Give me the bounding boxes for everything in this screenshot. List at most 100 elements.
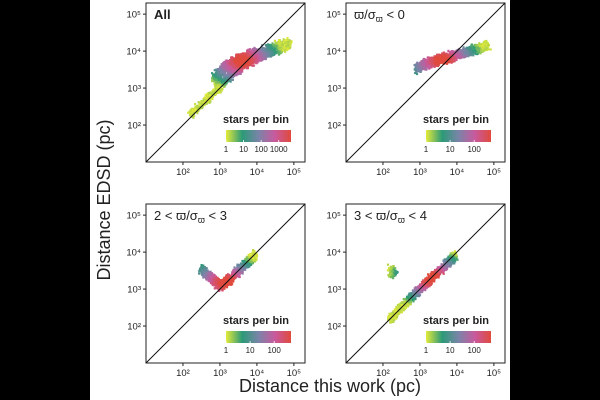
density-bin [256, 54, 259, 58]
density-bin [218, 78, 221, 81]
density-bin [281, 48, 285, 51]
density-bin [460, 52, 463, 55]
density-bin [279, 42, 282, 46]
density-bin [241, 57, 244, 60]
density-bin [247, 63, 250, 66]
density-bin [489, 48, 492, 51]
density-bin [240, 56, 243, 59]
density-bin [486, 48, 489, 51]
density-bin [206, 101, 209, 104]
density-bin [470, 44, 473, 47]
density-bin [273, 49, 276, 52]
density-bin [221, 73, 224, 76]
density-bin [452, 50, 455, 53]
density-bin [193, 110, 196, 114]
density-bin [223, 276, 226, 279]
density-bin [470, 43, 473, 46]
density-bin [228, 75, 232, 78]
density-bin [240, 61, 243, 64]
density-bin [430, 57, 433, 61]
density-bin [445, 58, 448, 61]
x-tick-label: 10⁵ [287, 167, 302, 178]
colorbar [226, 130, 291, 142]
density-bin [453, 60, 456, 63]
density-bin [253, 57, 256, 60]
density-bin [222, 80, 225, 83]
density-bin [444, 52, 447, 55]
density-bin [469, 50, 472, 53]
density-bin [486, 42, 489, 45]
density-bin [280, 50, 283, 53]
colorbar-tick-label: 10 [446, 145, 455, 154]
density-bin [263, 49, 266, 52]
density-bin [449, 60, 453, 63]
density-bin [193, 114, 196, 117]
density-bin [266, 53, 270, 56]
density-bin [436, 53, 439, 56]
density-bin [234, 69, 237, 72]
density-bin [260, 49, 263, 52]
density-bin [415, 72, 419, 76]
density-bin [458, 53, 461, 56]
x-tick-label: 10⁵ [487, 167, 502, 178]
density-bin [289, 43, 292, 46]
density-bin [471, 48, 474, 51]
density-bin [415, 66, 418, 69]
density-bin [211, 97, 214, 100]
density-bin [427, 61, 430, 64]
density-bin [217, 68, 220, 71]
density-bin [255, 58, 258, 61]
density-bin [460, 49, 463, 52]
density-bin [257, 49, 260, 52]
density-bin [215, 72, 218, 75]
density-bin [220, 83, 223, 87]
density-bin [442, 60, 446, 63]
density-bin [424, 60, 428, 63]
y-tick-label: 10³ [127, 84, 141, 95]
colorbar-title: stars per bin [223, 114, 289, 126]
density-bin [245, 53, 248, 56]
density-bin [462, 53, 465, 56]
density-bin [459, 56, 462, 60]
density-bin [479, 52, 482, 55]
density-bin [278, 42, 281, 45]
density-bin [439, 59, 442, 62]
density-bin [239, 58, 242, 61]
density-bin [482, 40, 485, 43]
density-bin [229, 80, 232, 83]
density-bin [233, 59, 236, 62]
density-bin [234, 68, 237, 71]
y-tick-label: 10⁴ [126, 47, 141, 58]
density-bin [230, 56, 234, 59]
density-bin [453, 55, 456, 58]
density-bin [222, 71, 225, 74]
density-bin [261, 59, 264, 62]
density-bin [268, 55, 271, 58]
identity-line [345, 2, 506, 163]
density-bin [455, 58, 458, 62]
density-bin [223, 61, 226, 65]
density-bin [194, 105, 197, 109]
density-bin [191, 115, 194, 118]
density-bin [220, 71, 223, 74]
density-bin [443, 57, 446, 60]
density-bin [235, 74, 238, 77]
density-bin [250, 49, 253, 52]
density-bin [430, 60, 433, 63]
density-bin [227, 60, 230, 63]
density-bin [217, 78, 220, 81]
density-bin [209, 94, 212, 98]
density-bin [286, 39, 289, 42]
density-bin [201, 105, 204, 108]
density-bin [422, 66, 425, 69]
density-bin [253, 51, 256, 54]
density-bin [191, 109, 195, 112]
density-bin [226, 71, 229, 74]
density-bin [440, 60, 443, 63]
density-bin [212, 88, 215, 91]
density-bin [266, 51, 269, 54]
density-bin [220, 80, 223, 83]
density-bin [246, 50, 249, 53]
